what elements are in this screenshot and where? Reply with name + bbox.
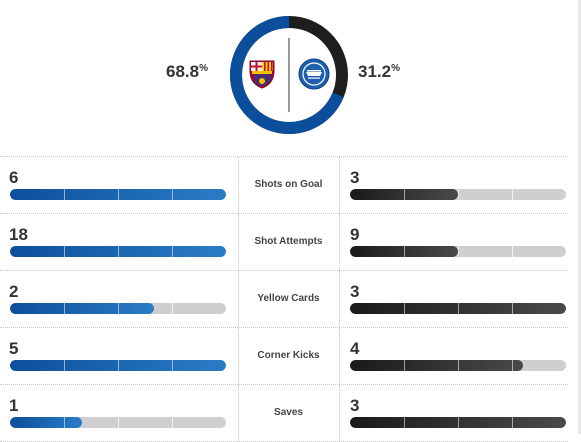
stat-label: Saves xyxy=(274,407,303,418)
away-stat-value: 9 xyxy=(350,225,360,244)
home-possession-arc xyxy=(230,16,348,134)
stat-label: Shots on Goal xyxy=(254,179,323,190)
away-stat-value: 3 xyxy=(350,282,360,301)
away-stat-bar xyxy=(350,303,566,314)
deportivo-alaves-crest-icon xyxy=(298,58,330,90)
possession-header: 68.8% 31.2% xyxy=(0,0,581,150)
home-stat-bar xyxy=(10,303,226,314)
away-stat-bar xyxy=(350,189,566,200)
away-possession: 31.2% xyxy=(358,62,400,81)
stat-row-yellow-cards: 2 Yellow Cards 3 xyxy=(0,270,568,327)
home-stat-value: 18 xyxy=(9,225,28,244)
possession-donut-chart xyxy=(230,16,348,134)
away-stat-value: 3 xyxy=(350,396,360,415)
home-stat-bar xyxy=(10,246,226,257)
stat-row-corner-kicks: 5 Corner Kicks 4 xyxy=(0,327,568,384)
match-stats-table: 6 Shots on Goal 3 18 Shot Attempts 9 2 Y… xyxy=(0,156,568,442)
stat-label: Shot Attempts xyxy=(254,236,323,247)
away-stat-bar xyxy=(350,417,566,428)
stat-row-shots-on-goal: 6 Shots on Goal 3 xyxy=(0,156,568,213)
home-stat-value: 5 xyxy=(9,339,19,358)
stat-label: Yellow Cards xyxy=(257,293,320,304)
stat-row-saves: 1 Saves 3 xyxy=(0,384,568,442)
fc-barcelona-crest-icon xyxy=(249,60,275,89)
stat-label: Corner Kicks xyxy=(257,350,320,361)
away-stat-bar xyxy=(350,246,566,257)
home-stat-value: 6 xyxy=(9,168,19,187)
away-stat-bar xyxy=(350,360,566,371)
away-stat-value: 4 xyxy=(350,339,360,358)
stat-row-shot-attempts: 18 Shot Attempts 9 xyxy=(0,213,568,270)
home-stat-bar xyxy=(10,360,226,371)
home-stat-bar xyxy=(10,189,226,200)
away-stat-value: 3 xyxy=(350,168,360,187)
home-possession: 68.8% xyxy=(166,62,208,81)
home-stat-bar xyxy=(10,417,226,428)
home-stat-value: 1 xyxy=(9,396,19,415)
home-stat-value: 2 xyxy=(9,282,19,301)
scrollbar-track[interactable] xyxy=(578,0,581,434)
